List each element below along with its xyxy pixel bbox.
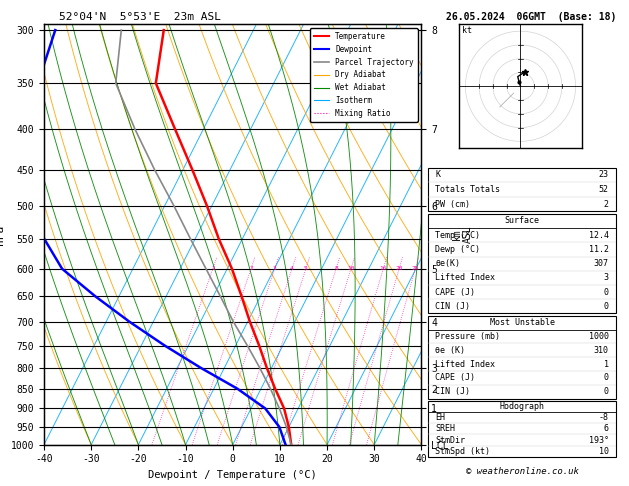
Text: kt: kt xyxy=(462,26,472,35)
Text: 11.2: 11.2 xyxy=(589,245,609,254)
Text: 5: 5 xyxy=(304,266,308,271)
Text: 1000: 1000 xyxy=(589,332,609,341)
Text: θe(K): θe(K) xyxy=(435,259,460,268)
Text: 23: 23 xyxy=(599,171,609,179)
Text: Temp (°C): Temp (°C) xyxy=(435,231,481,240)
Text: 307: 307 xyxy=(594,259,609,268)
Text: 0: 0 xyxy=(604,387,609,396)
Legend: Temperature, Dewpoint, Parcel Trajectory, Dry Adiabat, Wet Adiabat, Isotherm, Mi: Temperature, Dewpoint, Parcel Trajectory… xyxy=(310,28,418,122)
Text: 3: 3 xyxy=(273,266,277,271)
Text: 193°: 193° xyxy=(589,435,609,445)
Text: Totals Totals: Totals Totals xyxy=(435,185,500,194)
Text: 6: 6 xyxy=(604,424,609,434)
Y-axis label: hPa: hPa xyxy=(0,225,5,244)
Text: Most Unstable: Most Unstable xyxy=(489,318,555,327)
Text: CIN (J): CIN (J) xyxy=(435,387,470,396)
Text: PW (cm): PW (cm) xyxy=(435,200,470,208)
Text: CAPE (J): CAPE (J) xyxy=(435,288,476,296)
Text: 10: 10 xyxy=(347,266,355,271)
Text: 3: 3 xyxy=(604,274,609,282)
Text: 2: 2 xyxy=(249,266,253,271)
Text: CIN (J): CIN (J) xyxy=(435,302,470,311)
Text: Lifted Index: Lifted Index xyxy=(435,360,495,368)
Text: -8: -8 xyxy=(599,413,609,422)
Text: © weatheronline.co.uk: © weatheronline.co.uk xyxy=(465,467,579,476)
X-axis label: Dewpoint / Temperature (°C): Dewpoint / Temperature (°C) xyxy=(148,470,317,480)
Text: 12.4: 12.4 xyxy=(589,231,609,240)
Text: Hodograph: Hodograph xyxy=(499,402,545,411)
Text: 52°04'N  5°53'E  23m ASL: 52°04'N 5°53'E 23m ASL xyxy=(59,12,221,22)
Text: 52: 52 xyxy=(599,185,609,194)
Text: StmDir: StmDir xyxy=(435,435,465,445)
Text: 10: 10 xyxy=(599,447,609,456)
Text: Surface: Surface xyxy=(504,216,540,226)
Text: 1: 1 xyxy=(211,266,214,271)
Text: SREH: SREH xyxy=(435,424,455,434)
Text: 16: 16 xyxy=(379,266,387,271)
Text: 4: 4 xyxy=(290,266,294,271)
Y-axis label: km
ASL: km ASL xyxy=(452,226,473,243)
Text: CAPE (J): CAPE (J) xyxy=(435,373,476,382)
Text: 0: 0 xyxy=(604,373,609,382)
Text: StmSpd (kt): StmSpd (kt) xyxy=(435,447,490,456)
Text: 0: 0 xyxy=(604,302,609,311)
Text: 310: 310 xyxy=(594,346,609,355)
Text: 26.05.2024  06GMT  (Base: 18): 26.05.2024 06GMT (Base: 18) xyxy=(447,12,616,22)
Text: Pressure (mb): Pressure (mb) xyxy=(435,332,500,341)
Text: K: K xyxy=(435,171,440,179)
Text: 2: 2 xyxy=(604,200,609,208)
Text: Dewp (°C): Dewp (°C) xyxy=(435,245,481,254)
Text: 8: 8 xyxy=(334,266,338,271)
Text: EH: EH xyxy=(435,413,445,422)
Text: θe (K): θe (K) xyxy=(435,346,465,355)
Text: 20: 20 xyxy=(396,266,403,271)
Text: Lifted Index: Lifted Index xyxy=(435,274,495,282)
Text: 1: 1 xyxy=(604,360,609,368)
Text: 25: 25 xyxy=(411,266,419,271)
Text: 0: 0 xyxy=(604,288,609,296)
